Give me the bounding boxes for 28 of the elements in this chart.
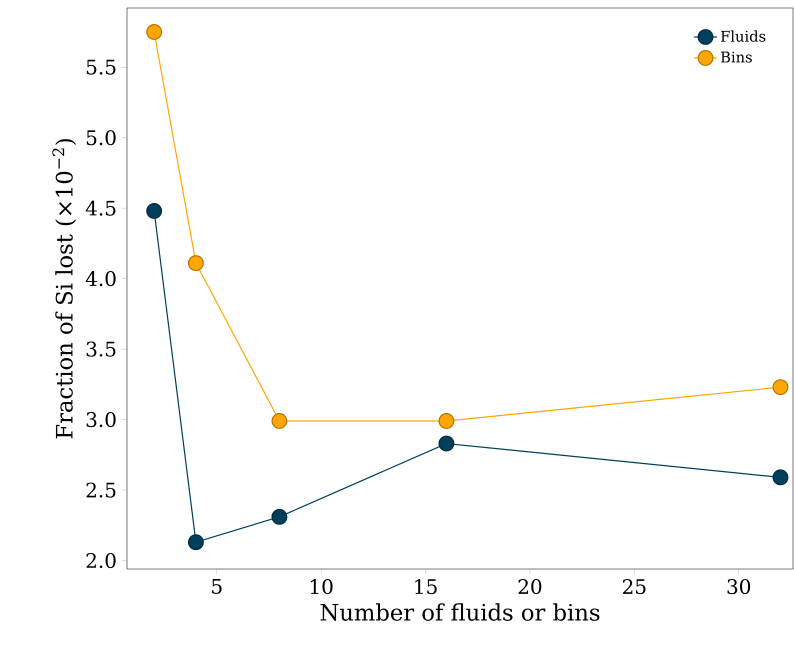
point xyxy=(188,255,204,272)
point xyxy=(438,413,454,429)
y-axis-title: Fraction of Si lost (×10$^{−2}$) xyxy=(52,139,76,438)
point xyxy=(772,469,788,486)
x-tick-label: 20 xyxy=(518,579,542,594)
y-tick-label: 4.0 xyxy=(86,271,116,286)
point xyxy=(271,508,288,525)
legend-label: Bins xyxy=(720,52,752,63)
legend-label: Fluids xyxy=(720,30,766,42)
x-axis-title: Number of fluids or bins xyxy=(320,603,600,621)
y-tick-label: 3.5 xyxy=(86,342,116,357)
point xyxy=(772,379,788,396)
y-tick-label: 2.5 xyxy=(86,482,116,498)
point xyxy=(438,436,454,452)
y-tick-label: 4.5 xyxy=(86,200,116,216)
point xyxy=(146,24,162,40)
x-tick-label: 30 xyxy=(728,579,750,594)
y-tick-label: 2.0 xyxy=(86,552,116,568)
x-tick-label: 10 xyxy=(310,579,333,594)
y-tick-label: 3.0 xyxy=(86,412,116,428)
point xyxy=(271,413,288,429)
y-tick-label: 5.0 xyxy=(86,130,116,146)
x-tick-label: 25 xyxy=(622,579,646,594)
point xyxy=(146,203,162,219)
point xyxy=(188,534,204,550)
x-tick-label: 15 xyxy=(415,579,437,594)
x-tick-label: 5 xyxy=(212,579,222,594)
y-tick-label: 5.5 xyxy=(86,60,116,75)
